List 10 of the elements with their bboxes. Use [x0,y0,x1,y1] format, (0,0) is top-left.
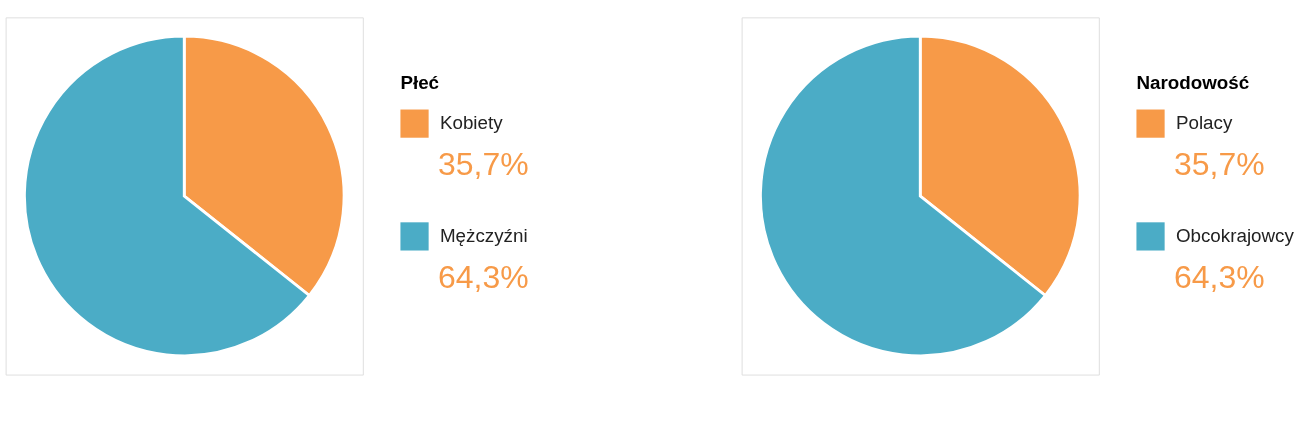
legend-label: Obcokrajowcy [1175,225,1295,247]
data-label: 35,7% [1174,146,1265,183]
legend-label: Kobiety [439,112,504,134]
data-label: 64,3% [438,259,529,296]
data-label: 64,3% [1174,259,1265,296]
legend-title: Narodowość [1136,71,1250,93]
legend-label: Polacy [1175,112,1233,134]
legend-label: Mężczyźni [439,225,528,247]
legend-title: Płeć [400,71,440,93]
data-label: 35,7% [438,146,529,183]
